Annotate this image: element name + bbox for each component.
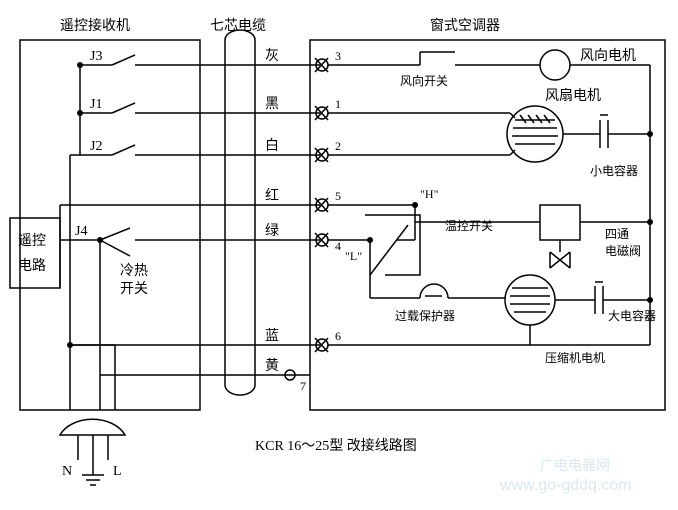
power-N: N (62, 464, 72, 479)
overload-label: 过载保护器 (395, 309, 455, 323)
terminal-3: 3 (315, 49, 341, 72)
j1-label: J1 (90, 97, 102, 112)
terminal-2: 2 (315, 139, 341, 162)
large-cap-label: 大电容器 (608, 308, 656, 323)
small-capacitor (600, 115, 650, 148)
j2-label: J2 (90, 139, 102, 154)
four-way-l2: 电磁阀 (605, 243, 641, 258)
label-ac-unit: 窗式空调器 (430, 17, 500, 34)
watermark-url: www.go-gddq.com (499, 477, 632, 494)
fan-motor-label: 风扇电机 (545, 88, 601, 104)
terminal-4: 4 (315, 233, 341, 253)
receiver-box (20, 40, 200, 410)
color-blue: 蓝 (265, 328, 279, 344)
color-green: 绿 (265, 223, 279, 239)
watermark-cn: 广电电器网 (540, 458, 610, 474)
remote-l1: 遥控 (18, 233, 46, 249)
label-L: "L" (345, 249, 362, 263)
svg-text:2: 2 (335, 139, 341, 153)
cold-heat-l1: 冷热 (120, 263, 148, 279)
cold-heat-l2: 开关 (120, 281, 148, 297)
svg-text:1: 1 (335, 97, 341, 111)
j3-label: J3 (90, 49, 102, 64)
compressor-motor (505, 275, 555, 325)
thermostat-label: 温控开关 (445, 219, 493, 233)
j3-switch (112, 55, 135, 65)
cable-bot-arc (225, 385, 255, 395)
label-receiver: 遥控接收机 (60, 17, 130, 34)
remote-circuit-box (10, 218, 60, 288)
svg-text:4: 4 (335, 239, 341, 253)
louver-motor (540, 50, 570, 80)
svg-text:5: 5 (335, 189, 341, 203)
label-H: "H" (420, 187, 439, 201)
thermostat (365, 205, 440, 275)
remote-l2: 电路 (18, 258, 46, 274)
color-grey: 灰 (265, 48, 279, 64)
terminal-6: 6 (315, 329, 341, 352)
diagram-title: KCR 16～25型 改接线路图 (255, 437, 417, 454)
label-cable: 七芯电缆 (210, 18, 266, 34)
wiring-diagram: 广电电器网 www.go-gddq.com 遥控接收机 七芯电缆 窗式空调器 遥… (0, 0, 678, 510)
color-red: 红 (265, 188, 279, 204)
color-black: 黑 (265, 97, 279, 112)
fan-motor (507, 106, 563, 162)
valve-icon (550, 252, 570, 268)
power-L: L (113, 464, 122, 479)
j4-label: J4 (75, 224, 87, 239)
j1-switch (112, 103, 135, 113)
small-cap-label: 小电容器 (590, 163, 638, 178)
svg-text:3: 3 (335, 49, 341, 63)
four-way-l1: 四通 (605, 227, 629, 241)
j2-switch (112, 145, 135, 155)
louver-switch: 风向开关 (400, 73, 448, 88)
color-yellow: 黄 (265, 357, 279, 374)
terminal-1: 1 (315, 97, 341, 120)
terminal-7: 7 (300, 379, 306, 393)
louver-motor-label: 风向电机 (580, 48, 636, 64)
color-white: 白 (265, 138, 279, 154)
four-way-valve-box (540, 205, 580, 240)
terminal-5: 5 (315, 189, 341, 212)
svg-text:6: 6 (335, 329, 341, 343)
compressor-label: 压缩机电机 (545, 350, 605, 365)
